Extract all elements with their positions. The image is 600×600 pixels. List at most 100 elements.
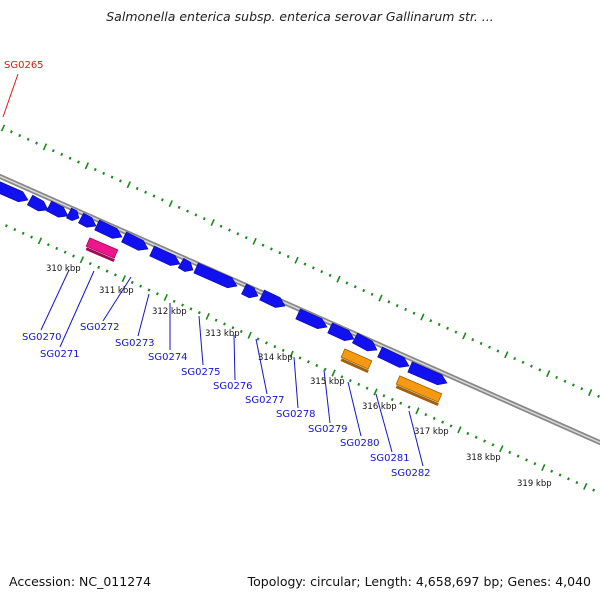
gene-label-line: [347, 381, 362, 437]
outer-tick: [529, 364, 533, 368]
outer-tick: [9, 130, 13, 134]
outer-tick: [194, 213, 198, 217]
outer-tick: [68, 156, 72, 160]
inner-tick: [449, 424, 453, 428]
inner-tick: [72, 254, 75, 258]
outer-tick: [93, 167, 97, 172]
outer-tick: [412, 311, 416, 315]
inner-tick: [121, 275, 127, 283]
outer-tick: [110, 175, 114, 179]
genome-summary: Topology: circular; Length: 4,658,697 bp…: [247, 574, 591, 589]
outer-tick: [102, 171, 106, 175]
kbp-tick-label: 318 kbp: [466, 453, 501, 463]
kbp-tick-label: 316 kbp: [362, 402, 397, 412]
forward-gene-arrow: [66, 207, 80, 221]
gene-label-line: [323, 369, 331, 424]
kbp-tick-label: 314 kbp: [258, 353, 293, 363]
inner-tick: [163, 294, 168, 302]
inner-tick: [46, 243, 50, 247]
inner-tick: [323, 367, 327, 371]
inner-tick: [114, 273, 117, 277]
inner-tick: [432, 416, 436, 420]
outer-tick: [328, 273, 332, 277]
outer-tick: [571, 383, 575, 387]
outer-tick: [597, 394, 600, 398]
inner-tick: [457, 426, 462, 434]
outer-tick: [278, 251, 282, 255]
gene-label-line: [408, 410, 424, 467]
gene-label-line: [40, 269, 70, 331]
inner-tick: [508, 450, 512, 454]
inner-tick: [256, 337, 260, 341]
inner-tick: [247, 331, 252, 339]
inner-tick: [315, 363, 319, 368]
inner-tick: [88, 261, 92, 266]
inner-tick: [592, 488, 596, 492]
gene-label: SG0270: [22, 332, 62, 343]
inner-tick: [189, 307, 193, 311]
forward-gene-arrow: [327, 322, 355, 341]
inner-tick: [13, 227, 17, 232]
forward-gene-arrow: [241, 283, 259, 299]
gene-label: SG0281: [370, 453, 410, 464]
gene-label-line: [137, 293, 150, 337]
outer-tick: [177, 205, 181, 209]
reverse-gene-shadow: [85, 247, 115, 263]
outer-tick: [60, 152, 64, 157]
kbp-tick-labels: 310 kbp 311 kbp 312 kbp 313 kbp 314 kbp 315 k…: [46, 264, 552, 489]
inner-tick: [79, 256, 85, 264]
inner-tick: [407, 405, 411, 409]
inner-tick: [306, 360, 310, 364]
outer-tick: [555, 375, 559, 380]
forward-gene-arrow: [94, 219, 123, 239]
outer-tick: [261, 243, 265, 247]
gene-label: SG0282: [391, 468, 431, 479]
forward-gene-arrow: [46, 200, 69, 218]
outer-tick: [84, 162, 90, 170]
inner-tick: [558, 473, 562, 477]
inner-tick: [181, 303, 185, 307]
accession-label: Accession: NC_011274: [9, 574, 152, 589]
outer-tick: [311, 266, 315, 270]
inner-tick: [541, 463, 546, 471]
outer-tick: [51, 149, 55, 153]
outer-tick: [186, 209, 189, 213]
outer-tick: [370, 292, 374, 296]
inner-tick: [197, 311, 201, 315]
outer-tick: [538, 368, 542, 372]
outer-tick: [395, 304, 399, 308]
inner-tick: [583, 482, 588, 490]
gene-label-line: [375, 393, 393, 453]
outer-tick: [252, 237, 257, 245]
outer-tick: [210, 218, 215, 227]
inner-tick: [130, 280, 134, 285]
inner-tick: [239, 329, 243, 334]
inner-tick: [4, 224, 8, 228]
inner-tick: [281, 348, 285, 352]
outer-tick: [513, 356, 517, 361]
inner-tick: [223, 322, 226, 326]
inner-tick: [491, 443, 495, 447]
inner-tick: [382, 394, 386, 398]
inner-tick: [172, 299, 176, 303]
gene-label-line: [293, 356, 299, 409]
outer-tick: [152, 194, 156, 198]
gene-label: SG0273: [115, 338, 155, 349]
highlighted-gene-label-line: [2, 73, 19, 118]
outer-tick: [462, 332, 467, 340]
gene-label: SG0278: [276, 409, 316, 420]
inner-tick: [441, 420, 445, 424]
gene-label: SG0272: [80, 322, 120, 333]
gene-label: SG0275: [181, 367, 221, 378]
organism-title: Salmonella enterica subsp. enterica sero…: [106, 9, 494, 24]
outer-tick: [471, 338, 475, 342]
outer-tick: [202, 217, 206, 221]
inner-tick: [424, 413, 428, 417]
outer-tick: [269, 247, 273, 251]
inner-tick: [373, 388, 378, 396]
inner-tick: [533, 462, 537, 466]
inner-tick: [289, 350, 294, 358]
outer-tick: [77, 160, 80, 164]
outer-tick: [18, 133, 22, 138]
